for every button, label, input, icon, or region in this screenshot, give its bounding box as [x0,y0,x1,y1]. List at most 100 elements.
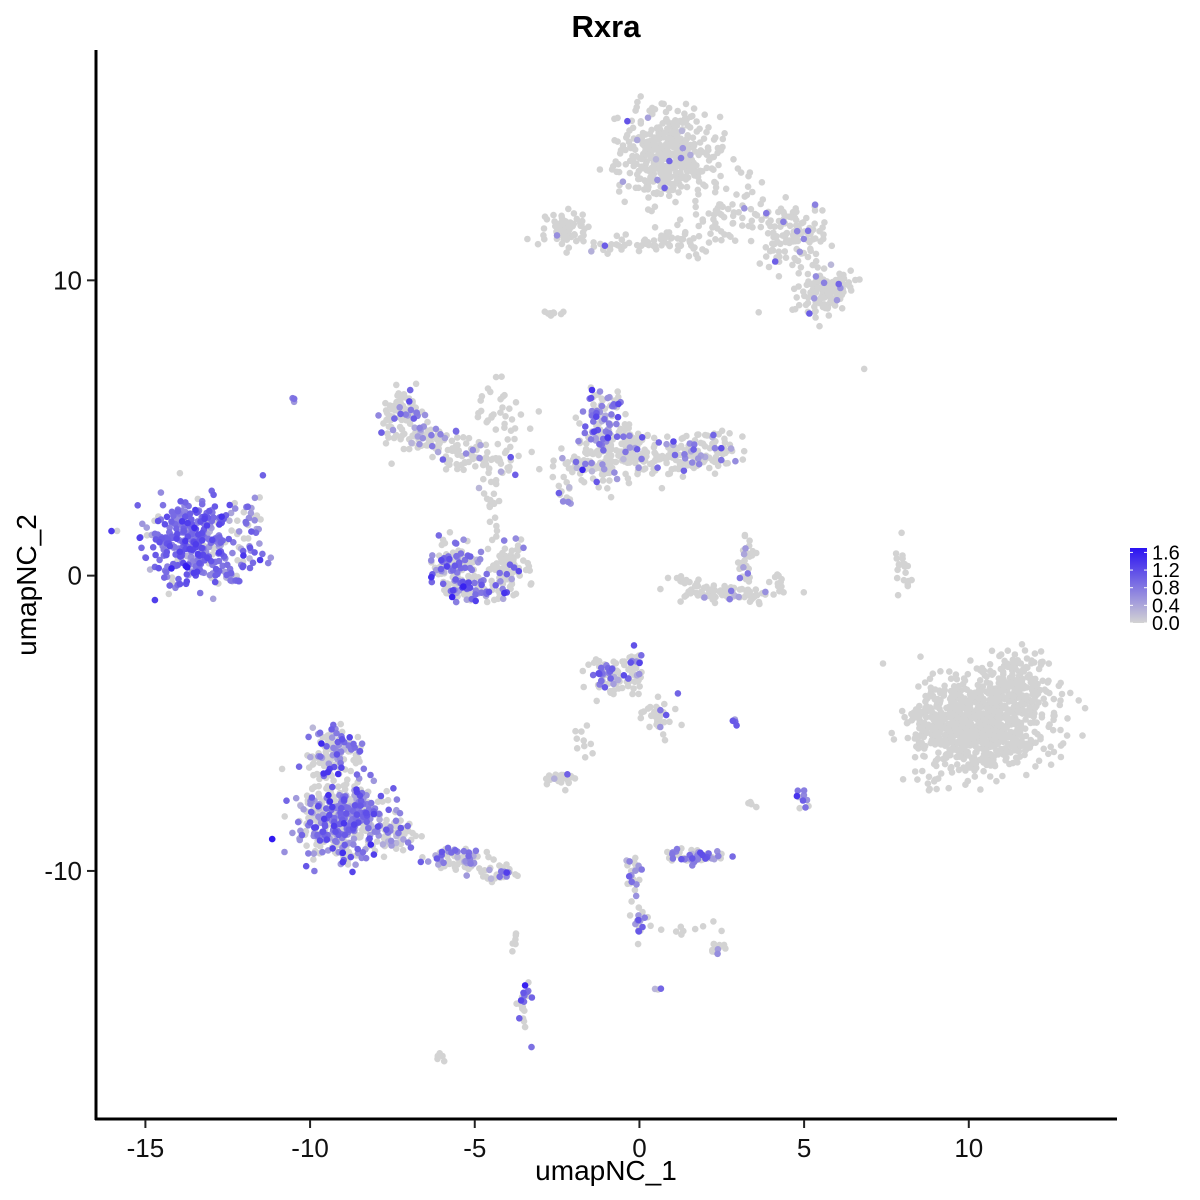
cell-point [930,760,938,768]
cell-point [579,211,586,218]
cell-point [678,721,685,729]
cell-point [973,712,980,719]
cell-point [471,579,478,587]
cell-point [203,522,211,529]
cell-point [791,254,798,262]
cell-point [264,559,272,567]
cell-point [536,465,543,473]
cell-point [658,143,666,151]
cell-point [363,818,371,826]
cell-point [635,916,642,924]
cell-point [950,699,958,706]
cell-point [798,220,805,227]
cell-point [490,856,497,863]
cell-point [793,294,800,301]
cell-point [651,708,658,716]
cell-point [775,572,782,579]
cell-point [186,510,194,518]
cell-point [626,444,634,451]
cell-point [620,455,627,463]
cell-point [1047,761,1055,768]
cell-point [901,563,908,570]
cell-point [340,796,348,803]
cell-point [637,714,645,722]
cell-point [699,148,706,156]
cell-point [735,593,742,601]
cell-point [196,589,204,597]
cell-point [452,427,460,435]
cell-point [711,470,719,478]
cell-point [740,447,748,455]
cell-point [974,681,982,689]
cell-point [1015,688,1022,696]
cell-point [460,466,467,474]
cell-point [469,453,477,460]
cell-point [988,717,996,724]
cell-point [971,689,979,697]
cell-point [553,232,561,239]
cell-point [786,222,794,230]
cell-point [923,728,930,735]
cell-point [820,265,828,272]
cell-point [211,503,219,510]
cell-point [292,794,300,802]
cell-point [580,683,587,691]
cell-point [599,477,607,484]
cell-point [397,435,404,443]
cell-point [654,464,661,472]
cell-point [646,723,653,731]
cell-point [412,380,420,388]
cell-point [340,820,348,827]
cell-point [701,111,708,118]
cell-point [633,446,641,453]
cell-point [680,577,687,584]
cell-point [935,749,942,756]
cell-point [367,771,374,779]
cell-point [462,450,470,457]
cell-point [916,712,923,720]
cell-point [1016,728,1024,736]
cell-point [695,169,703,176]
cell-point [492,373,500,381]
cell-point [469,446,477,454]
cell-point [650,189,658,197]
cell-point [721,582,728,590]
cell-point [639,165,646,172]
cell-point [687,587,694,594]
cell-point [638,709,645,716]
cell-point [674,247,681,254]
cell-point [793,208,800,216]
cell-point [593,697,600,705]
cell-point [937,668,944,675]
cell-point [722,945,729,952]
cell-point [564,771,571,778]
cell-point [317,753,324,760]
cell-point [614,413,622,421]
cell-point [328,726,335,733]
cell-point [353,811,361,818]
cell-point [475,484,483,492]
cell-point [487,478,495,486]
cell-point [800,235,808,243]
cell-point [632,184,640,192]
cell-point [395,390,402,397]
cell-point [917,653,924,660]
cell-point [911,768,919,775]
cell-point [166,582,173,589]
cell-point [621,242,628,249]
cell-point [359,849,367,856]
cell-point [1045,750,1052,758]
cell-point [521,1023,529,1031]
cell-point [1012,735,1020,743]
cell-point [916,702,923,710]
cell-point [620,672,628,679]
cell-point [401,430,408,438]
cell-point [736,574,744,582]
cell-point [303,842,310,849]
cell-point [397,410,404,418]
cell-point [747,798,754,806]
cell-point [156,556,163,564]
cell-point [1020,668,1028,675]
cell-point [933,715,941,723]
